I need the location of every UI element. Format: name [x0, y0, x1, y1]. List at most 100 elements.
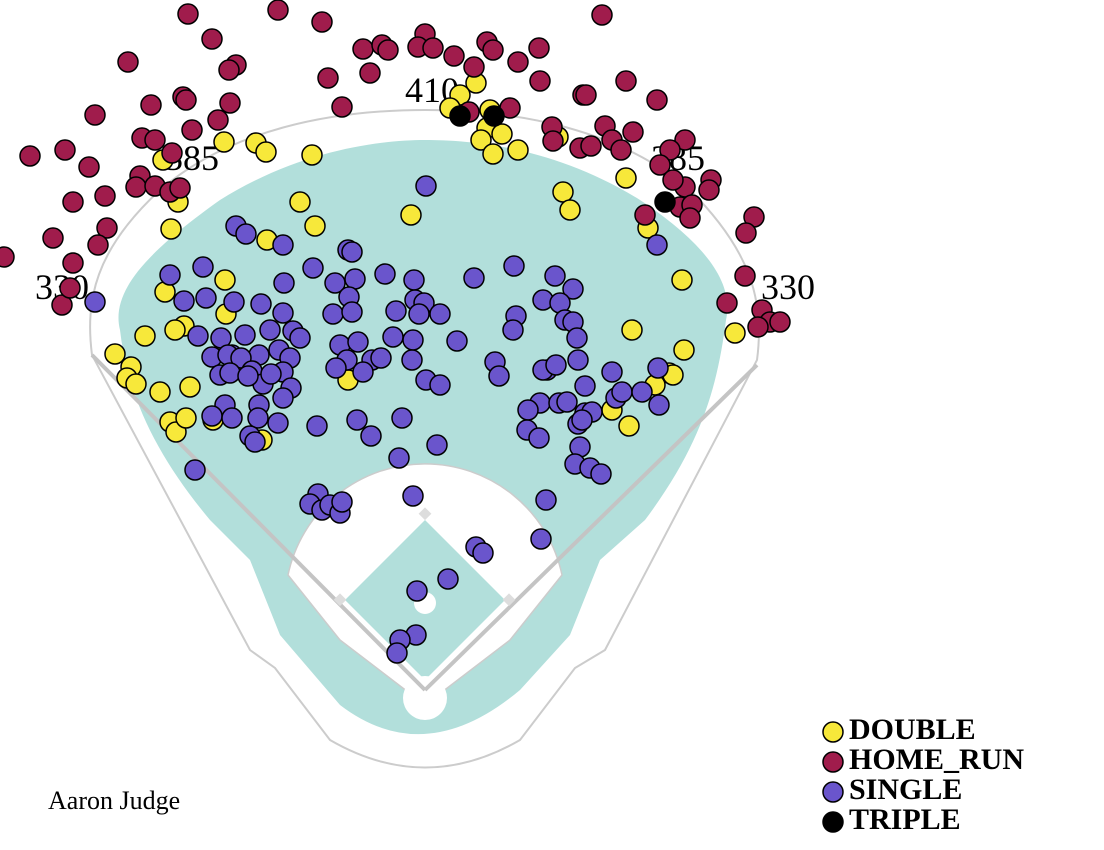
- point: [359, 62, 381, 84]
- point: [62, 191, 84, 213]
- point: [164, 319, 186, 341]
- point: [571, 409, 593, 431]
- point: [610, 139, 632, 161]
- point: [346, 409, 368, 431]
- point: [78, 156, 100, 178]
- point: [426, 434, 448, 456]
- point: [482, 39, 504, 61]
- point: [259, 319, 281, 341]
- chart-title: Aaron Judge: [48, 786, 180, 815]
- point: [388, 447, 410, 469]
- point: [289, 191, 311, 213]
- point: [580, 135, 602, 157]
- point: [255, 141, 277, 163]
- point: [260, 363, 282, 385]
- point: [234, 324, 256, 346]
- point: [507, 51, 529, 73]
- point: [272, 234, 294, 256]
- point: [542, 130, 564, 152]
- point: [611, 381, 633, 403]
- point: [422, 37, 444, 59]
- point: [472, 542, 494, 564]
- point: [747, 316, 769, 338]
- point: [159, 264, 181, 286]
- point: [634, 204, 656, 226]
- point: [671, 269, 693, 291]
- point: [306, 415, 328, 437]
- point: [631, 381, 653, 403]
- point: [530, 528, 552, 550]
- point: [734, 265, 756, 287]
- point: [528, 37, 550, 59]
- point: [386, 642, 408, 664]
- point: [488, 365, 510, 387]
- legend-label: SINGLE: [849, 773, 962, 806]
- point: [218, 59, 240, 81]
- point: [463, 267, 485, 289]
- point: [545, 354, 567, 376]
- point: [622, 121, 644, 143]
- point: [144, 129, 166, 151]
- point: [429, 303, 451, 325]
- point: [621, 319, 643, 341]
- point: [491, 123, 513, 145]
- point: [244, 431, 266, 453]
- point: [352, 38, 374, 60]
- point: [591, 4, 613, 26]
- point: [374, 263, 396, 285]
- point: [341, 241, 363, 263]
- point: [662, 169, 684, 191]
- point: [618, 415, 640, 437]
- point: [181, 119, 203, 141]
- point: [201, 28, 223, 50]
- point: [184, 459, 206, 481]
- point: [273, 272, 295, 294]
- point: [562, 278, 584, 300]
- point: [161, 142, 183, 164]
- point: [272, 387, 294, 409]
- point: [59, 277, 81, 299]
- point: [377, 39, 399, 61]
- point: [556, 391, 578, 413]
- point: [352, 361, 374, 383]
- point: [331, 491, 353, 513]
- point: [406, 580, 428, 602]
- point: [483, 105, 505, 127]
- point: [62, 252, 84, 274]
- point: [317, 67, 339, 89]
- point: [304, 215, 326, 237]
- point: [698, 179, 720, 201]
- point: [503, 255, 525, 277]
- point: [169, 177, 191, 199]
- point: [507, 139, 529, 161]
- point: [213, 131, 235, 153]
- point: [724, 322, 746, 344]
- point: [173, 290, 195, 312]
- point: [529, 70, 551, 92]
- point: [528, 427, 550, 449]
- point: [104, 343, 126, 365]
- field: [89, 108, 760, 769]
- point: [648, 394, 670, 416]
- legend-marker: [822, 811, 844, 833]
- point: [552, 181, 574, 203]
- point: [391, 407, 413, 429]
- point: [0, 246, 15, 268]
- point: [175, 89, 197, 111]
- legend-marker: [822, 751, 844, 773]
- point: [382, 326, 404, 348]
- legend-label: HOME_RUN: [849, 743, 1024, 776]
- point: [449, 105, 471, 127]
- point: [214, 269, 236, 291]
- point: [370, 347, 392, 369]
- point: [649, 154, 671, 176]
- point: [84, 291, 106, 313]
- point: [322, 303, 344, 325]
- point: [42, 227, 64, 249]
- point: [402, 329, 424, 351]
- point: [347, 331, 369, 353]
- point: [84, 104, 106, 126]
- point: [716, 292, 738, 314]
